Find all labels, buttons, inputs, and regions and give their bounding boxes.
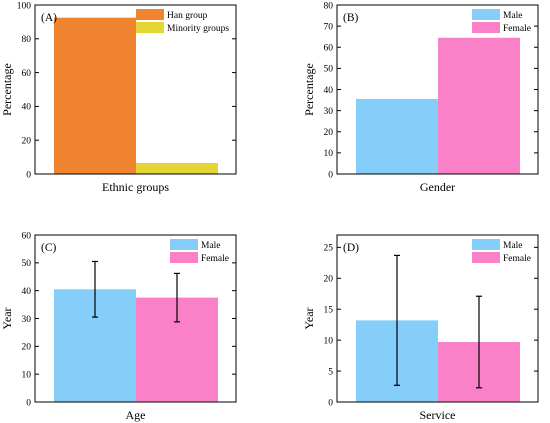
bar-2	[438, 37, 520, 175]
y-tick-label-5: 50	[22, 259, 32, 269]
bar-1	[356, 99, 438, 174]
y-tick-label-2: 20	[22, 343, 32, 353]
y-tick-label-4: 40	[22, 287, 32, 297]
bar-2	[136, 163, 218, 174]
chart-panel-3: 0 10 20 30 40 50 60 (C) Age Year Male Female	[0, 231, 237, 422]
y-tick-label-0: 0	[328, 398, 333, 408]
legend-label-1: Han group	[167, 11, 208, 21]
panel-label: (B)	[343, 12, 359, 24]
y-tick-label-1: 10	[22, 370, 32, 380]
legend-label-2: Minority groups	[167, 24, 229, 34]
legend-label-2: Female	[201, 254, 229, 264]
y-tick-label-3: 60	[22, 69, 32, 79]
legend-swatch-2	[472, 252, 500, 263]
legend-label-1: Male	[503, 241, 523, 251]
y-tick-label-6: 60	[22, 231, 32, 241]
y-tick-label-6: 60	[324, 44, 334, 54]
panel-label: (C)	[41, 242, 57, 254]
y-tick-label-0: 0	[328, 170, 333, 180]
legend-label-1: Male	[503, 11, 523, 21]
x-axis-label: Service	[420, 408, 456, 422]
y-tick-label-3: 30	[22, 315, 32, 325]
y-tick-label-1: 5	[328, 367, 333, 377]
legend-swatch-1	[170, 239, 198, 250]
panel-label: (D)	[343, 242, 359, 254]
y-tick-label-3: 15	[324, 306, 334, 316]
legend-swatch-2	[170, 252, 198, 263]
y-tick-label-5: 100	[17, 1, 32, 11]
panel-label: (A)	[41, 12, 57, 24]
legend-label-1: Male	[201, 241, 221, 251]
y-tick-label-2: 40	[22, 103, 32, 113]
legend-swatch-2	[136, 22, 164, 33]
chart-panel-2: 0 10 20 30 40 50 60 70 80 (B) Gender Percentage Male…	[302, 1, 539, 194]
chart-panel-1: 0 20 40 60 80 100 (A) Ethnic groups Percentage Ha…	[0, 1, 237, 194]
chart-panel-4: 0 5 10 15 20 25 (D) Service Year Male Female	[302, 234, 539, 422]
legend-swatch-1	[472, 9, 500, 20]
y-tick-label-4: 40	[324, 86, 334, 96]
bar-1	[54, 17, 136, 174]
y-tick-label-8: 80	[324, 1, 334, 11]
y-tick-label-1: 20	[22, 137, 32, 147]
y-axis-label: Year	[302, 307, 316, 329]
y-tick-label-3: 30	[324, 107, 334, 117]
legend-label-2: Female	[503, 254, 531, 264]
plot-frame	[336, 234, 539, 403]
y-tick-label-4: 80	[22, 35, 32, 45]
x-axis-label: Ethnic groups	[102, 180, 169, 194]
y-tick-label-7: 70	[324, 22, 334, 32]
y-axis-label: Year	[0, 307, 14, 329]
y-axis-label: Percentage	[302, 63, 316, 116]
legend-swatch-1	[472, 239, 500, 250]
y-tick-label-4: 20	[324, 275, 334, 285]
x-axis-label: Age	[126, 408, 146, 422]
y-tick-label-5: 50	[324, 65, 334, 75]
x-axis-label: Gender	[420, 180, 455, 194]
y-tick-label-0: 0	[26, 398, 31, 408]
plot-frame	[34, 4, 237, 175]
y-tick-label-1: 10	[324, 149, 334, 159]
legend-label-2: Female	[503, 24, 531, 34]
y-tick-label-2: 20	[324, 128, 334, 138]
legend-swatch-2	[472, 22, 500, 33]
y-tick-label-2: 10	[324, 336, 334, 346]
y-axis-label: Percentage	[0, 63, 14, 116]
y-tick-label-5: 25	[324, 244, 334, 254]
legend-swatch-1	[136, 9, 164, 20]
y-tick-label-0: 0	[26, 170, 31, 180]
